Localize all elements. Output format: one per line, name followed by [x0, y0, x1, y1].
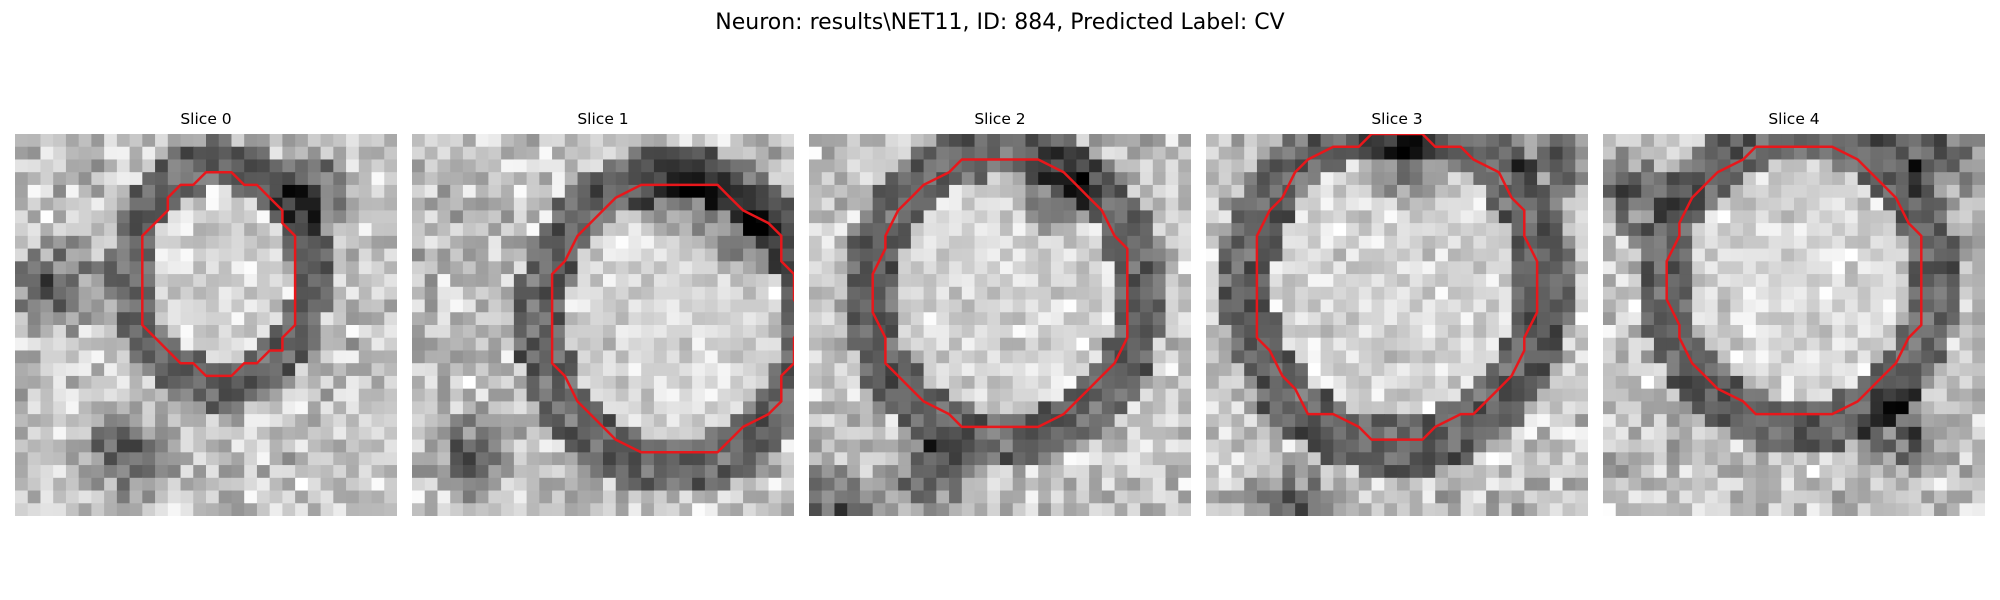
slice-title: Slice 2: [974, 110, 1026, 128]
pixel-grid: [1206, 134, 1588, 516]
slice-panel-4: Slice 4: [1603, 108, 1985, 516]
pixel-grid: [412, 134, 794, 516]
pixel-grid: [15, 134, 397, 516]
slice-image: [1603, 134, 1985, 516]
slice-image: [15, 134, 397, 516]
slice-image: [809, 134, 1191, 516]
figure-title: Neuron: results\NET11, ID: 884, Predicte…: [715, 10, 1285, 35]
contour-outline: [871, 158, 1129, 429]
pixel-grid: [1603, 134, 1985, 516]
slice-panel-1: Slice 1: [412, 108, 794, 516]
slice-image: [412, 134, 794, 516]
slice-title: Slice 1: [577, 110, 629, 128]
slice-title: Slice 3: [1371, 110, 1423, 128]
contour-outline: [1665, 145, 1923, 416]
slice-panel-2: Slice 2: [809, 108, 1191, 516]
contour-outline: [141, 170, 297, 378]
contour-outline: [550, 183, 794, 454]
contour-outline: [1255, 134, 1539, 441]
slice-panel-0: Slice 0: [15, 108, 397, 516]
slice-panel-3: Slice 3: [1206, 108, 1588, 516]
slice-title: Slice 0: [180, 110, 232, 128]
slice-title: Slice 4: [1768, 110, 1820, 128]
pixel-grid: [809, 134, 1191, 516]
slice-image: [1206, 134, 1588, 516]
